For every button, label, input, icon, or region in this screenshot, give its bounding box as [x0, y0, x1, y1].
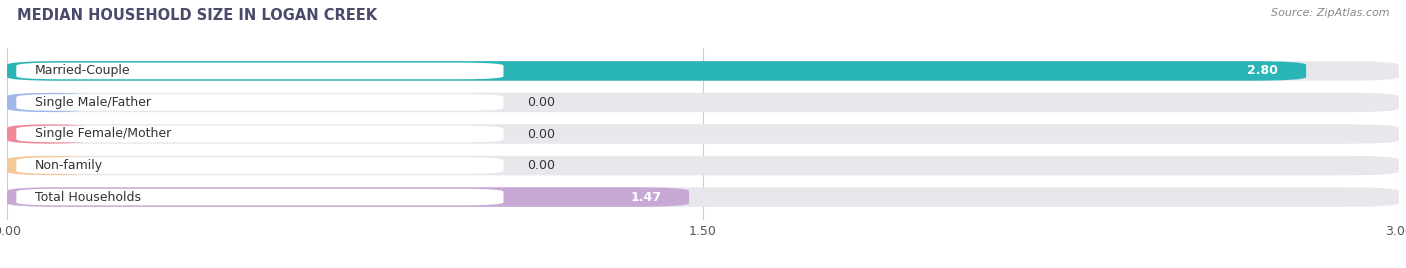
FancyBboxPatch shape — [17, 63, 503, 79]
Text: Married-Couple: Married-Couple — [35, 64, 131, 77]
FancyBboxPatch shape — [7, 61, 1399, 81]
FancyBboxPatch shape — [17, 189, 503, 205]
FancyBboxPatch shape — [7, 156, 1399, 175]
Text: 0.00: 0.00 — [527, 159, 555, 172]
FancyBboxPatch shape — [7, 93, 90, 112]
FancyBboxPatch shape — [7, 93, 1399, 112]
Text: 0.00: 0.00 — [527, 96, 555, 109]
FancyBboxPatch shape — [17, 126, 503, 142]
Text: Total Households: Total Households — [35, 191, 141, 204]
Text: Non-family: Non-family — [35, 159, 103, 172]
Text: 0.00: 0.00 — [527, 128, 555, 140]
Text: 1.47: 1.47 — [630, 191, 661, 204]
FancyBboxPatch shape — [17, 94, 503, 111]
FancyBboxPatch shape — [7, 61, 1306, 81]
Text: Single Female/Mother: Single Female/Mother — [35, 128, 172, 140]
Text: Source: ZipAtlas.com: Source: ZipAtlas.com — [1271, 8, 1389, 18]
FancyBboxPatch shape — [7, 124, 1399, 144]
Text: Single Male/Father: Single Male/Father — [35, 96, 150, 109]
Text: 2.80: 2.80 — [1247, 64, 1278, 77]
FancyBboxPatch shape — [7, 156, 90, 175]
Text: MEDIAN HOUSEHOLD SIZE IN LOGAN CREEK: MEDIAN HOUSEHOLD SIZE IN LOGAN CREEK — [17, 8, 377, 23]
FancyBboxPatch shape — [7, 124, 90, 144]
FancyBboxPatch shape — [7, 187, 1399, 207]
FancyBboxPatch shape — [7, 187, 689, 207]
FancyBboxPatch shape — [17, 157, 503, 174]
